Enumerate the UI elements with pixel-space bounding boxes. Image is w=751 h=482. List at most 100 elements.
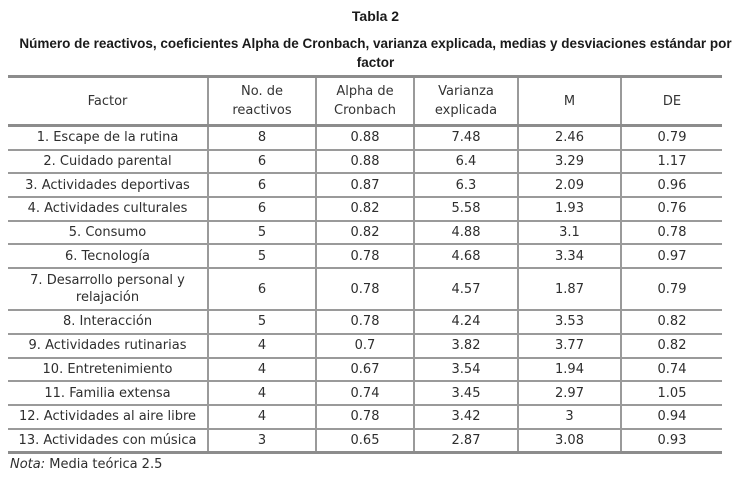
table-row: 9. Actividades rutinarias 4 0.7 3.82 3.77 0.8…	[8, 333, 722, 358]
cell-factor: 3. Actividades deportivas	[8, 173, 209, 198]
cell-variance: 4.57	[413, 268, 519, 311]
cell-variance: 4.88	[413, 220, 519, 245]
cell-factor: 5. Consumo	[8, 220, 209, 245]
cell-mean: 3.77	[517, 333, 622, 358]
table-row: 5. Consumo 5 0.82 4.88 3.1 0.78	[8, 220, 722, 245]
cell-variance: 3.54	[413, 357, 519, 382]
cell-mean: 3.08	[517, 428, 622, 453]
table-row: 2. Cuidado parental 6 0.88 6.4 3.29 1.17	[8, 149, 722, 174]
cell-sd: 0.94	[620, 404, 722, 429]
cell-items: 4	[207, 357, 317, 382]
cell-alpha: 0.67	[315, 357, 415, 382]
cell-alpha: 0.7	[315, 333, 415, 358]
cell-alpha: 0.65	[315, 428, 415, 453]
header-variance: Varianza explicada	[413, 76, 519, 126]
cell-variance: 7.48	[413, 125, 519, 150]
cell-factor: 13. Actividades con música	[8, 428, 209, 453]
table-row: 13. Actividades con música 3 0.65 2.87 3.08 0…	[8, 428, 722, 453]
cell-variance: 4.24	[413, 310, 519, 334]
cell-sd: 1.17	[620, 149, 722, 174]
cell-sd: 0.97	[620, 244, 722, 269]
table-title: Número de reactivos, coeficientes Alpha …	[19, 36, 732, 70]
data-table: Factor No. de reactivos Alpha de Cronbach …	[8, 75, 722, 454]
cell-alpha: 0.78	[315, 310, 415, 334]
cell-alpha: 0.82	[315, 220, 415, 245]
header-sd: DE	[620, 76, 722, 126]
cell-variance: 3.45	[413, 381, 519, 405]
cell-factor: 2. Cuidado parental	[8, 149, 209, 174]
cell-items: 4	[207, 333, 317, 358]
cell-alpha: 0.88	[315, 149, 415, 174]
cell-alpha: 0.74	[315, 381, 415, 405]
cell-items: 4	[207, 404, 317, 429]
cell-items: 5	[207, 220, 317, 245]
cell-sd: 1.05	[620, 381, 722, 405]
cell-mean: 1.93	[517, 197, 622, 221]
note-label: Nota:	[10, 457, 46, 472]
table-label: Tabla 2	[351, 8, 400, 24]
cell-mean: 3.1	[517, 220, 622, 245]
header-mean: M	[517, 76, 622, 126]
cell-alpha: 0.78	[315, 268, 415, 311]
cell-mean: 2.97	[517, 381, 622, 405]
table-row: 1. Escape de la rutina 8 0.88 7.48 2.46 0.79	[8, 125, 722, 150]
cell-factor: 10. Entretenimiento	[8, 357, 209, 382]
header-items: No. de reactivos	[207, 76, 317, 126]
cell-items: 5	[207, 244, 317, 269]
cell-variance: 6.3	[413, 173, 519, 198]
cell-mean: 3.34	[517, 244, 622, 269]
table-row: 7. Desarrollo personal y relajación 6 0.78…	[8, 268, 722, 311]
cell-items: 4	[207, 381, 317, 405]
cell-items: 6	[207, 173, 317, 198]
header-alpha: Alpha de Cronbach	[315, 76, 415, 126]
cell-factor: 6. Tecnología	[8, 244, 209, 269]
cell-mean: 3.53	[517, 310, 622, 334]
cell-alpha: 0.87	[315, 173, 415, 198]
cell-factor: 1. Escape de la rutina	[8, 125, 209, 150]
table-row: 4. Actividades culturales 6 0.82 5.58 1.93 0.…	[8, 197, 722, 221]
cell-alpha: 0.78	[315, 404, 415, 429]
cell-items: 3	[207, 428, 317, 453]
cell-variance: 3.82	[413, 333, 519, 358]
cell-items: 5	[207, 310, 317, 334]
cell-variance: 3.42	[413, 404, 519, 429]
cell-sd: 0.76	[620, 197, 722, 221]
table-row: 8. Interacción 5 0.78 4.24 3.53 0.82	[8, 310, 722, 334]
cell-variance: 6.4	[413, 149, 519, 174]
cell-variance: 5.58	[413, 197, 519, 221]
cell-factor: 11. Familia extensa	[8, 381, 209, 405]
cell-sd: 0.74	[620, 357, 722, 382]
cell-factor: 8. Interacción	[8, 310, 209, 334]
cell-variance: 4.68	[413, 244, 519, 269]
cell-mean: 1.94	[517, 357, 622, 382]
cell-sd: 0.82	[620, 333, 722, 358]
cell-sd: 0.79	[620, 125, 722, 150]
table-row: 3. Actividades deportivas 6 0.87 6.3 2.09 0.9…	[8, 173, 722, 198]
cell-factor: 9. Actividades rutinarias	[8, 333, 209, 358]
cell-mean: 3.29	[517, 149, 622, 174]
table-row: 11. Familia extensa 4 0.74 3.45 2.97 1.05	[8, 381, 722, 405]
cell-mean: 2.46	[517, 125, 622, 150]
header-factor: Factor	[8, 76, 209, 126]
table-note: Nota: Media teórica 2.5	[10, 457, 162, 472]
table-row: 6. Tecnología 5 0.78 4.68 3.34 0.97	[8, 244, 722, 269]
cell-alpha: 0.88	[315, 125, 415, 150]
cell-mean: 3	[517, 404, 622, 429]
cell-sd: 0.78	[620, 220, 722, 245]
cell-factor: 4. Actividades culturales	[8, 197, 209, 221]
table-row: 12. Actividades al aire libre 4 0.78 3.42 3 0…	[8, 404, 722, 429]
cell-items: 6	[207, 149, 317, 174]
cell-variance: 2.87	[413, 428, 519, 453]
cell-sd: 0.93	[620, 428, 722, 453]
note-text: Media teórica 2.5	[45, 457, 163, 472]
cell-factor: 12. Actividades al aire libre	[8, 404, 209, 429]
cell-sd: 0.79	[620, 268, 722, 311]
cell-factor: 7. Desarrollo personal y relajación	[8, 268, 209, 311]
cell-alpha: 0.82	[315, 197, 415, 221]
cell-items: 6	[207, 197, 317, 221]
cell-items: 8	[207, 125, 317, 150]
header-row: Factor No. de reactivos Alpha de Cronbach …	[8, 76, 722, 126]
cell-mean: 2.09	[517, 173, 622, 198]
cell-alpha: 0.78	[315, 244, 415, 269]
cell-sd: 0.96	[620, 173, 722, 198]
